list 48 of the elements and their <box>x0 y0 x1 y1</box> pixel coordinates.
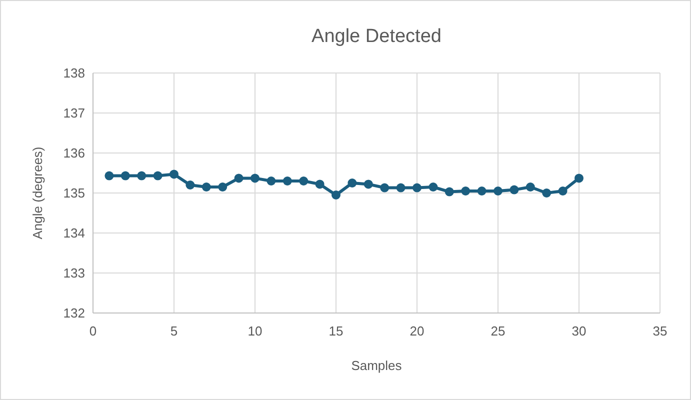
point <box>282 176 292 186</box>
point <box>202 182 211 192</box>
point <box>558 186 568 196</box>
point <box>477 186 486 196</box>
point <box>218 182 228 192</box>
point <box>234 174 244 183</box>
point <box>137 171 146 180</box>
point <box>444 187 454 196</box>
point <box>412 183 422 192</box>
x-tick-label: 20 <box>410 324 424 339</box>
x-axis-title: Samples <box>351 358 402 373</box>
chart-title: Angle Detected <box>312 26 442 47</box>
y-tick-label: 133 <box>63 266 85 281</box>
point <box>428 182 438 192</box>
y-tick-label: 137 <box>63 106 85 121</box>
y-tick-label: 134 <box>63 226 85 241</box>
point <box>380 183 390 192</box>
x-tick-label: 15 <box>328 324 344 339</box>
x-tick-label: 35 <box>652 324 668 339</box>
point <box>299 176 308 186</box>
point <box>153 171 162 180</box>
y-tick-label: 132 <box>63 306 85 321</box>
point <box>120 171 130 180</box>
x-tick-label: 10 <box>248 324 262 339</box>
point <box>332 190 340 200</box>
x-tick-label: 25 <box>490 324 506 339</box>
point <box>315 180 324 189</box>
x-tick-label: 5 <box>170 324 178 339</box>
x-tick-label: 30 <box>572 324 586 339</box>
point <box>526 182 535 192</box>
point <box>396 183 406 192</box>
y-tick-label: 136 <box>63 146 85 161</box>
point <box>186 180 195 190</box>
point <box>364 180 373 189</box>
point <box>170 170 178 179</box>
point <box>574 174 584 183</box>
x-tick-label: 0 <box>89 324 97 339</box>
point <box>542 188 552 198</box>
point <box>104 171 114 180</box>
point <box>348 178 357 188</box>
y-axis-title: Angle (degrees) <box>30 146 45 240</box>
point <box>250 174 260 183</box>
point <box>461 186 470 196</box>
y-tick-label: 138 <box>63 66 85 81</box>
y-tick-label: 135 <box>63 186 85 201</box>
point <box>510 185 519 194</box>
point <box>494 186 502 196</box>
point <box>266 176 276 186</box>
